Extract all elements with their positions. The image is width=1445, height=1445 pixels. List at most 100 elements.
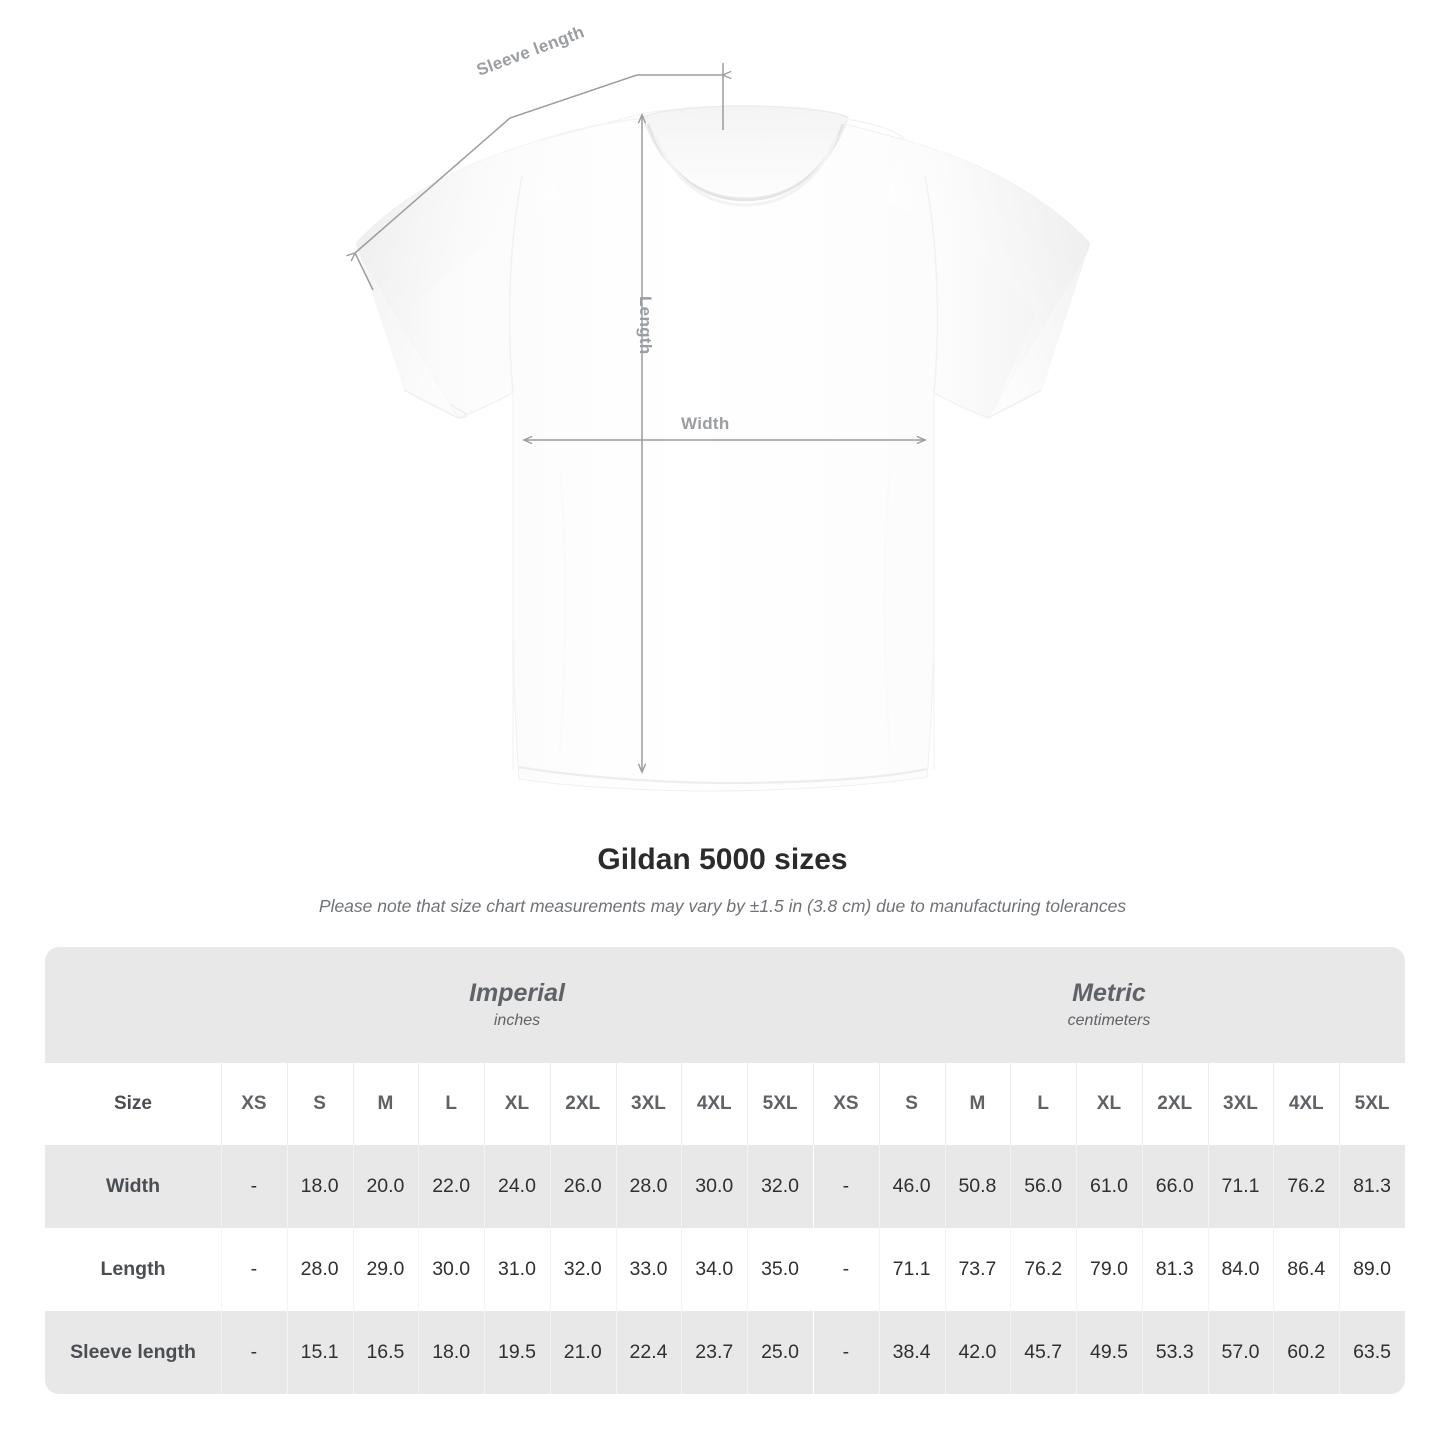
sleeve-length-arrow bbox=[355, 75, 723, 253]
cell-length-metric-2xl: 81.3 bbox=[1141, 1228, 1208, 1311]
size-chart-table-wrapper: Imperial inches Metric centimeters Size XS S M L… bbox=[45, 947, 1405, 1394]
cell-sleeve-length-imperial-s: 15.1 bbox=[286, 1311, 353, 1394]
size-header-metric-m[interactable]: M bbox=[944, 1063, 1011, 1145]
cell-length-metric-xl: 79.0 bbox=[1076, 1228, 1142, 1311]
size-chart-table: Imperial inches Metric centimeters Size XS S M L… bbox=[45, 947, 1405, 1394]
cell-width-imperial-l: 22.0 bbox=[418, 1145, 485, 1228]
size-header-imperial-m[interactable]: M bbox=[352, 1063, 419, 1145]
cell-sleeve-length-metric-xl: 49.5 bbox=[1076, 1311, 1142, 1394]
cell-width-imperial-s: 18.0 bbox=[286, 1145, 353, 1228]
cell-width-imperial-4xl: 30.0 bbox=[681, 1145, 748, 1228]
table-row: Length -28.0 29.0 30.0 31.0 32.0 33.0 34.0 35.0-… bbox=[45, 1228, 1405, 1311]
unit-name-imperial: Imperial bbox=[469, 978, 565, 1007]
unit-header-spacer bbox=[45, 947, 221, 1063]
width-label: Width bbox=[681, 414, 730, 433]
cell-width-metric-5xl: 81.3 bbox=[1339, 1145, 1405, 1228]
cell-sleeve-length-metric-5xl: 63.5 bbox=[1339, 1311, 1405, 1394]
cell-length-metric-4xl: 86.4 bbox=[1273, 1228, 1340, 1311]
cell-length-imperial-5xl: 35.0 bbox=[747, 1228, 813, 1311]
cell-length-imperial-s: 28.0 bbox=[286, 1228, 353, 1311]
cell-width-imperial-5xl: 32.0 bbox=[747, 1145, 813, 1228]
cell-length-imperial-l: 30.0 bbox=[418, 1228, 485, 1311]
length-label: Length bbox=[636, 296, 655, 355]
cell-sleeve-length-metric-s: 38.4 bbox=[878, 1311, 945, 1394]
size-header-imperial-s[interactable]: S bbox=[286, 1063, 353, 1145]
size-header-label: Size bbox=[45, 1063, 221, 1145]
cell-width-imperial-xs: - bbox=[221, 1145, 287, 1228]
unit-sub-imperial: inches bbox=[493, 1011, 541, 1029]
cell-length-metric-l: 76.2 bbox=[1010, 1228, 1077, 1311]
size-header-imperial-5xl[interactable]: 5XL bbox=[747, 1063, 813, 1145]
unit-sub-metric: centimeters bbox=[1067, 1011, 1151, 1029]
tshirt-body-shape bbox=[355, 105, 1091, 792]
cell-sleeve-length-imperial-xs: - bbox=[221, 1311, 287, 1394]
cell-length-metric-3xl: 84.0 bbox=[1207, 1228, 1274, 1311]
measurement-lines bbox=[355, 63, 925, 772]
tshirt-illustration bbox=[0, 63, 1091, 792]
cell-sleeve-length-imperial-3xl: 22.4 bbox=[615, 1311, 682, 1394]
cell-sleeve-length-imperial-m: 16.5 bbox=[352, 1311, 419, 1394]
cell-sleeve-length-imperial-4xl: 23.7 bbox=[681, 1311, 748, 1394]
cell-sleeve-length-metric-3xl: 57.0 bbox=[1207, 1311, 1274, 1394]
unit-header-metric: Metric centimeters bbox=[813, 947, 1405, 1063]
cell-length-imperial-xl: 31.0 bbox=[484, 1228, 550, 1311]
cell-width-metric-3xl: 71.1 bbox=[1207, 1145, 1274, 1228]
row-header-width: Width bbox=[45, 1145, 221, 1228]
cell-length-imperial-4xl: 34.0 bbox=[681, 1228, 748, 1311]
size-header-row: Size XS S M L XL 2XL 3XL 4XL 5XL XS S M L XL 2XL 3XL 4XL 5… bbox=[45, 1063, 1405, 1145]
size-header-metric-xl[interactable]: XL bbox=[1076, 1063, 1142, 1145]
cell-length-imperial-3xl: 33.0 bbox=[615, 1228, 682, 1311]
cell-width-imperial-2xl: 26.0 bbox=[549, 1145, 616, 1228]
cell-sleeve-length-metric-l: 45.7 bbox=[1010, 1311, 1077, 1394]
size-header-metric-3xl[interactable]: 3XL bbox=[1207, 1063, 1274, 1145]
cell-width-metric-m: 50.8 bbox=[944, 1145, 1011, 1228]
tshirt-diagram: Sleeve length Length Width bbox=[0, 22, 1091, 792]
cell-width-metric-4xl: 76.2 bbox=[1273, 1145, 1340, 1228]
cell-sleeve-length-metric-m: 42.0 bbox=[944, 1311, 1011, 1394]
cell-width-metric-2xl: 66.0 bbox=[1141, 1145, 1208, 1228]
cell-sleeve-length-metric-xs: - bbox=[813, 1311, 879, 1394]
cell-length-imperial-xs: - bbox=[221, 1228, 287, 1311]
cell-width-metric-s: 46.0 bbox=[878, 1145, 945, 1228]
unit-header-row: Imperial inches Metric centimeters bbox=[45, 947, 1405, 1063]
cell-width-metric-l: 56.0 bbox=[1010, 1145, 1077, 1228]
row-header-length: Length bbox=[45, 1228, 221, 1311]
cell-width-imperial-3xl: 28.0 bbox=[615, 1145, 682, 1228]
size-header-imperial-4xl[interactable]: 4XL bbox=[681, 1063, 748, 1145]
cell-sleeve-length-imperial-l: 18.0 bbox=[418, 1311, 485, 1394]
cell-width-metric-xl: 61.0 bbox=[1076, 1145, 1142, 1228]
size-header-metric-l[interactable]: L bbox=[1010, 1063, 1077, 1145]
table-row: Width -18.0 20.0 22.0 24.0 26.0 28.0 30.0 32.0-4… bbox=[45, 1145, 1405, 1228]
cell-length-metric-m: 73.7 bbox=[944, 1228, 1011, 1311]
cell-width-metric-xs: - bbox=[813, 1145, 879, 1228]
size-header-metric-2xl[interactable]: 2XL bbox=[1141, 1063, 1208, 1145]
cell-length-imperial-m: 29.0 bbox=[352, 1228, 419, 1311]
page-title: Gildan 5000 sizes bbox=[597, 843, 848, 876]
size-header-imperial-2xl[interactable]: 2XL bbox=[549, 1063, 616, 1145]
cell-length-metric-s: 71.1 bbox=[878, 1228, 945, 1311]
size-header-imperial-xs[interactable]: XS bbox=[221, 1063, 287, 1145]
size-header-imperial-3xl[interactable]: 3XL bbox=[615, 1063, 682, 1145]
cell-sleeve-length-imperial-5xl: 25.0 bbox=[747, 1311, 813, 1394]
size-header-metric-4xl[interactable]: 4XL bbox=[1273, 1063, 1340, 1145]
unit-name-metric: Metric bbox=[1072, 978, 1146, 1007]
cell-length-imperial-2xl: 32.0 bbox=[549, 1228, 616, 1311]
size-header-imperial-l[interactable]: L bbox=[418, 1063, 485, 1145]
cell-sleeve-length-metric-4xl: 60.2 bbox=[1273, 1311, 1340, 1394]
cell-sleeve-length-imperial-xl: 19.5 bbox=[484, 1311, 550, 1394]
cell-sleeve-length-metric-2xl: 53.3 bbox=[1141, 1311, 1208, 1394]
size-header-metric-s[interactable]: S bbox=[878, 1063, 945, 1145]
size-header-metric-xs[interactable]: XS bbox=[813, 1063, 879, 1145]
cell-width-imperial-m: 20.0 bbox=[352, 1145, 419, 1228]
tolerance-note: Please note that size chart measurements… bbox=[318, 896, 1127, 916]
cell-sleeve-length-imperial-2xl: 21.0 bbox=[549, 1311, 616, 1394]
cell-width-imperial-xl: 24.0 bbox=[484, 1145, 550, 1228]
size-header-metric-5xl[interactable]: 5XL bbox=[1339, 1063, 1405, 1145]
unit-header-imperial: Imperial inches bbox=[221, 947, 813, 1063]
size-header-imperial-xl[interactable]: XL bbox=[484, 1063, 550, 1145]
cell-length-metric-xs: - bbox=[813, 1228, 879, 1311]
chart-heading-block: Gildan 5000 sizes Please note that size … bbox=[0, 840, 1445, 918]
cell-length-metric-5xl: 89.0 bbox=[1339, 1228, 1405, 1311]
row-header-sleeve-length: Sleeve length bbox=[45, 1311, 221, 1394]
table-row: Sleeve length -15.1 16.5 18.0 19.5 21.0 22.4 23… bbox=[45, 1311, 1405, 1394]
